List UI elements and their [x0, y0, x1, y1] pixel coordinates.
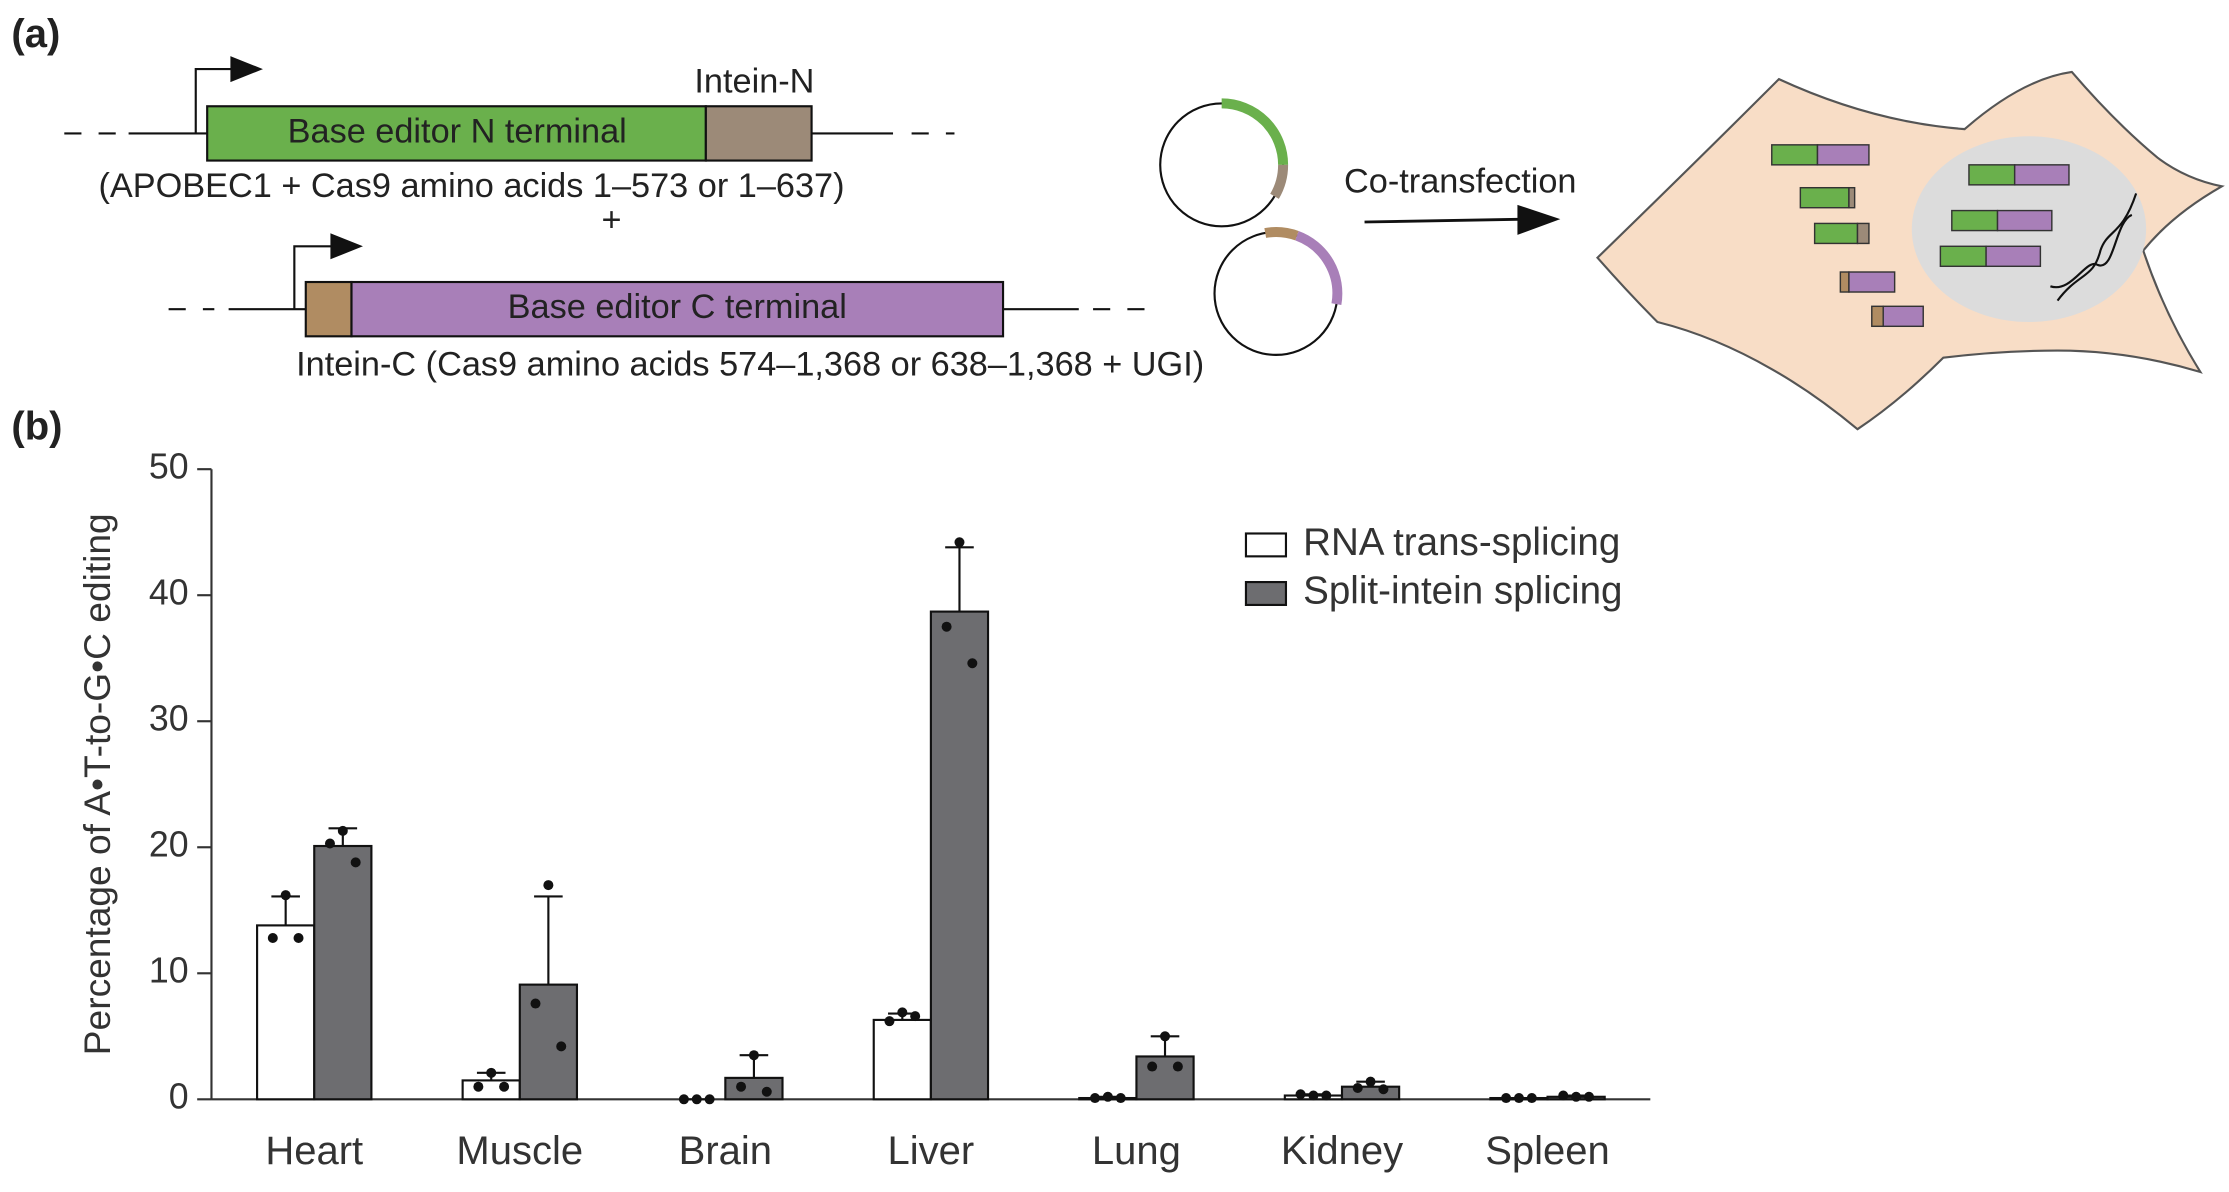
construct-c [168, 233, 1146, 338]
data-point [1583, 1091, 1594, 1102]
data-point [1172, 1061, 1183, 1072]
bar [518, 983, 579, 1101]
data-point [1308, 1090, 1319, 1101]
data-point [748, 1050, 759, 1061]
arrow-head [1517, 204, 1561, 235]
data-point [761, 1086, 772, 1097]
data-point [897, 1007, 908, 1018]
data-point [941, 621, 952, 632]
data-point [704, 1094, 715, 1105]
data-point [1321, 1090, 1332, 1101]
data-point [1147, 1061, 1158, 1072]
bar [724, 1076, 784, 1101]
y-tick-label: 50 [149, 447, 189, 487]
data-point [678, 1094, 689, 1105]
bar [256, 924, 316, 1101]
data-point [1352, 1082, 1363, 1093]
y-axis-label: Percentage of A•T-to-G•C editing [76, 513, 118, 1055]
data-point [499, 1081, 510, 1092]
data-point [280, 890, 291, 901]
data-point [324, 838, 335, 849]
data-point [1378, 1084, 1389, 1095]
legend-swatch [1244, 580, 1288, 607]
data-point [486, 1067, 497, 1078]
c-terminal-label: Base editor C terminal [508, 288, 847, 326]
legend-label: RNA trans-splicing [1303, 521, 1620, 564]
x-tick-label: Kidney [1281, 1129, 1403, 1173]
bar [872, 1018, 932, 1101]
data-point [691, 1094, 702, 1105]
y-tick-label: 20 [149, 825, 189, 865]
cell [1595, 70, 2225, 431]
bar [1340, 1085, 1401, 1101]
legend-swatch [1244, 532, 1288, 558]
data-point [267, 932, 278, 944]
arrow-label: Co-transfection [1344, 162, 1576, 200]
panel-label: (b) [11, 405, 62, 449]
data-point [1513, 1093, 1524, 1104]
x-tick-label: Muscle [456, 1129, 583, 1173]
y-tick-label: 10 [149, 951, 189, 991]
data-point [1102, 1091, 1113, 1102]
y-tick-label: 0 [169, 1077, 189, 1117]
data-point [473, 1081, 484, 1092]
data-point [967, 658, 978, 669]
data-point [1571, 1091, 1582, 1102]
data-point [1090, 1093, 1101, 1104]
data-point [556, 1041, 567, 1052]
data-point [1558, 1090, 1569, 1101]
bar [929, 610, 990, 1101]
data-point [1501, 1093, 1512, 1104]
n-terminal-label: Base editor N terminal [288, 112, 627, 150]
x-tick-label: Spleen [1485, 1129, 1610, 1173]
plus: + [602, 201, 622, 239]
c-description: Intein-C (Cas9 amino acids 574–1,368 or … [296, 345, 1204, 383]
legend-label: Split-intein splicing [1303, 570, 1622, 613]
construct-n [64, 56, 955, 162]
x-tick-label: Liver [888, 1129, 975, 1173]
x-tick-label: Heart [265, 1129, 363, 1173]
data-point [884, 1016, 895, 1027]
y-tick-label: 30 [149, 699, 189, 739]
data-point [1526, 1093, 1537, 1104]
data-point [530, 998, 541, 1009]
data-point [910, 1011, 921, 1022]
panel-label: (a) [11, 12, 60, 56]
bar [461, 1079, 521, 1101]
data-point [1295, 1089, 1306, 1100]
intein-n-label: Intein-N [694, 62, 814, 100]
data-point [337, 825, 348, 836]
data-point [954, 537, 965, 548]
plasmid [1213, 227, 1343, 356]
data-point [350, 857, 361, 868]
arrow [1364, 217, 1527, 224]
bar [313, 844, 373, 1101]
data-point [1160, 1031, 1171, 1042]
n-description: (APOBEC1 + Cas9 amino acids 1–573 or 1–6… [98, 167, 844, 205]
data-point [1365, 1076, 1376, 1087]
y-tick-label: 40 [149, 573, 189, 613]
x-tick-label: Brain [679, 1129, 772, 1173]
bar [1135, 1055, 1195, 1101]
data-point [293, 932, 304, 944]
plasmid [1159, 98, 1289, 228]
data-point [543, 880, 554, 891]
data-point [736, 1081, 747, 1092]
x-tick-label: Lung [1092, 1129, 1181, 1173]
data-point [1115, 1093, 1126, 1104]
